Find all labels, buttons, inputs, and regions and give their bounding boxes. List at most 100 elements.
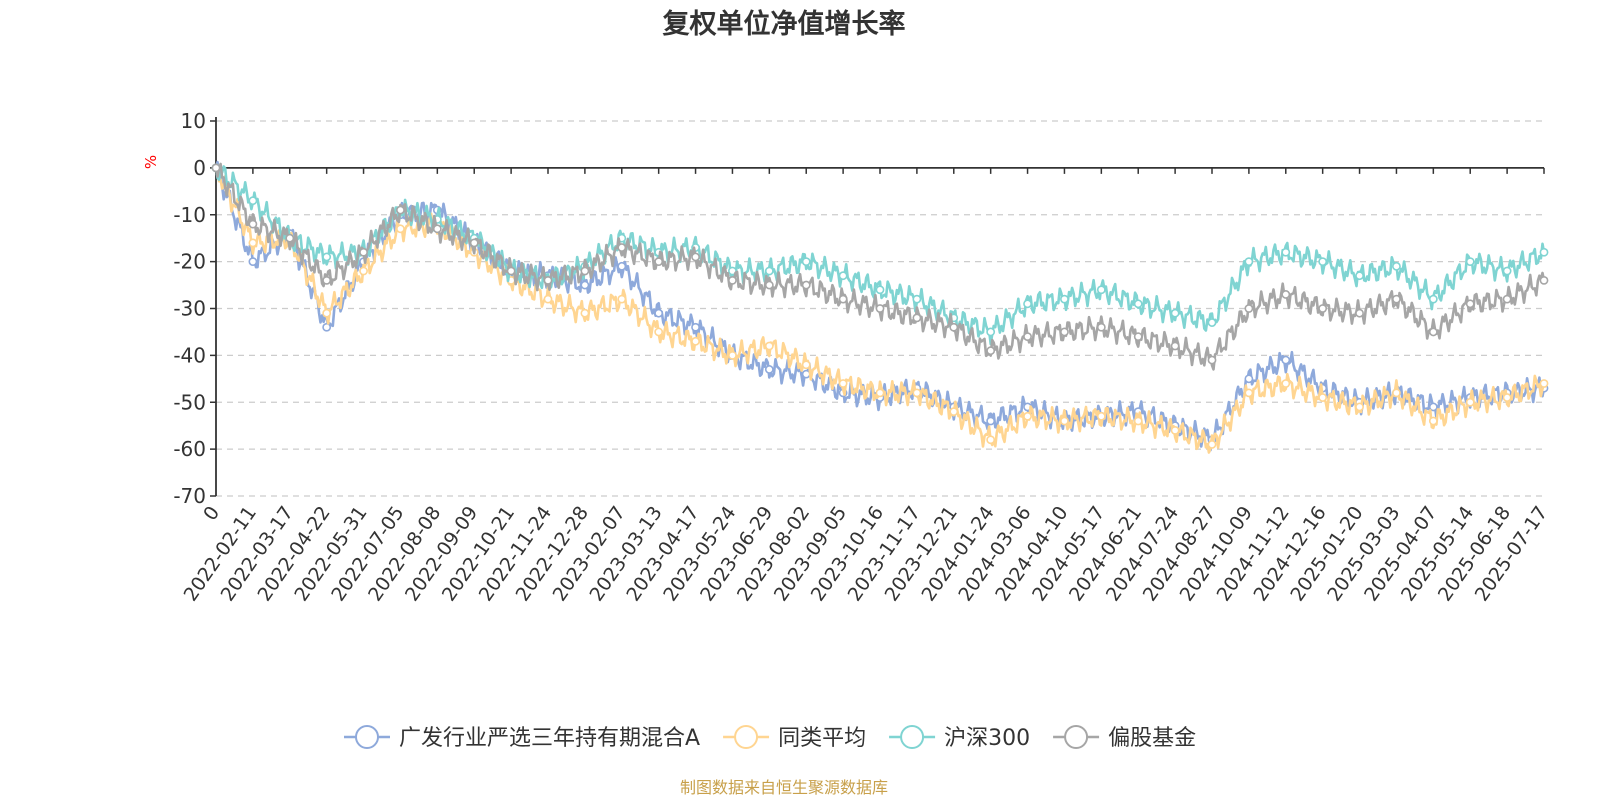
- y-tick-label: 0: [193, 156, 206, 180]
- data-point: [1207, 440, 1217, 449]
- data-point: [432, 224, 442, 234]
- data-point: [1355, 271, 1364, 281]
- data-point: [1281, 247, 1291, 257]
- data-point: [986, 327, 996, 337]
- data-point: [875, 388, 885, 398]
- data-point: [1023, 299, 1032, 309]
- source-note: 制图数据来自恒生聚源数据库: [680, 778, 888, 797]
- legend-item-1[interactable]: 同类平均: [723, 725, 866, 751]
- legend-label: 沪深300: [944, 726, 1030, 751]
- data-point: [1244, 374, 1254, 384]
- data-point: [728, 350, 737, 360]
- data-point: [1207, 318, 1217, 327]
- y-tick-label: -30: [173, 297, 206, 321]
- data-point: [322, 275, 332, 285]
- data-point: [838, 294, 848, 304]
- data-point: [1281, 379, 1291, 388]
- x-tick-label: 0: [199, 502, 224, 525]
- legend-circle-icon: [1064, 725, 1089, 749]
- series-line: [214, 162, 1546, 371]
- data-point: [396, 224, 405, 234]
- data-point: [617, 261, 627, 271]
- legend-item-3[interactable]: 偏股基金: [1053, 725, 1196, 751]
- data-point: [654, 257, 664, 267]
- data-point: [469, 238, 479, 248]
- data-point: [1502, 266, 1512, 276]
- data-point: [1133, 299, 1143, 309]
- data-point: [543, 275, 553, 285]
- data-point: [691, 252, 700, 262]
- chart-title: 复权单位净值增长率: [663, 8, 906, 40]
- y-axis-ticks: 10 0 -10 -20 -30 -40 -50 -60 -70: [173, 109, 216, 508]
- data-point: [691, 322, 700, 332]
- data-point: [1060, 294, 1069, 304]
- data-point: [691, 336, 700, 346]
- data-point: [801, 257, 811, 267]
- data-point: [1096, 285, 1106, 295]
- data-point: [986, 416, 996, 426]
- data-point: [1428, 294, 1438, 304]
- data-point: [764, 341, 774, 351]
- data-point: [1133, 332, 1143, 342]
- data-point: [764, 365, 774, 374]
- y-tick-label: 10: [181, 109, 206, 133]
- data-point: [248, 219, 258, 229]
- data-point: [285, 233, 295, 243]
- data-point: [1428, 327, 1438, 337]
- y-tick-label: -40: [173, 343, 206, 367]
- data-point: [580, 308, 590, 318]
- data-point: [1465, 299, 1475, 309]
- y-tick-label: -10: [173, 203, 206, 227]
- data-point: [1355, 402, 1364, 412]
- data-point: [617, 243, 627, 252]
- data-point: [1170, 425, 1180, 435]
- data-point: [728, 275, 737, 285]
- legend-circle-icon: [355, 725, 379, 749]
- data-point: [1133, 416, 1143, 426]
- data-point: [912, 313, 922, 323]
- data-point: [248, 238, 258, 248]
- y-tick-label: -50: [173, 390, 206, 414]
- data-point: [1318, 257, 1328, 267]
- data-point: [986, 346, 996, 356]
- y-tick-label: -70: [173, 484, 206, 508]
- data-point: [1281, 355, 1291, 365]
- data-point: [617, 294, 627, 304]
- data-point: [875, 285, 885, 295]
- data-point: [764, 280, 774, 290]
- data-point: [764, 266, 774, 276]
- data-point: [1502, 393, 1512, 402]
- data-point: [359, 247, 368, 257]
- data-point: [1170, 308, 1180, 318]
- data-point: [1060, 327, 1069, 337]
- data-point: [1060, 416, 1069, 426]
- data-point: [1207, 355, 1217, 365]
- series-1: [211, 163, 1549, 454]
- y-tick-label: -60: [173, 437, 206, 461]
- data-point: [875, 304, 885, 313]
- data-point: [1281, 290, 1291, 299]
- data-point: [986, 435, 996, 445]
- legend-label: 广发行业严选三年持有期混合A: [399, 726, 700, 751]
- data-point: [1428, 402, 1438, 412]
- data-point: [654, 327, 664, 337]
- data-point: [1170, 341, 1180, 351]
- data-point: [1023, 411, 1032, 421]
- data-point: [1023, 332, 1032, 342]
- data-point: [248, 196, 258, 206]
- legend-circle-icon: [734, 725, 759, 749]
- data-point: [949, 407, 959, 417]
- legend-item-0[interactable]: 广发行业严选三年持有期混合A: [344, 725, 700, 751]
- data-point: [1392, 294, 1401, 304]
- legend-item-2[interactable]: 沪深300: [889, 725, 1030, 751]
- legend[interactable]: 广发行业严选三年持有期混合A 同类平均 沪深300 偏股基金: [344, 725, 1196, 751]
- data-point: [322, 252, 332, 262]
- data-point: [580, 266, 590, 276]
- data-point: [211, 163, 221, 173]
- series-3: [211, 162, 1549, 371]
- data-point: [801, 280, 811, 290]
- data-point: [1244, 388, 1254, 398]
- data-point: [322, 308, 332, 318]
- data-point: [1392, 261, 1401, 271]
